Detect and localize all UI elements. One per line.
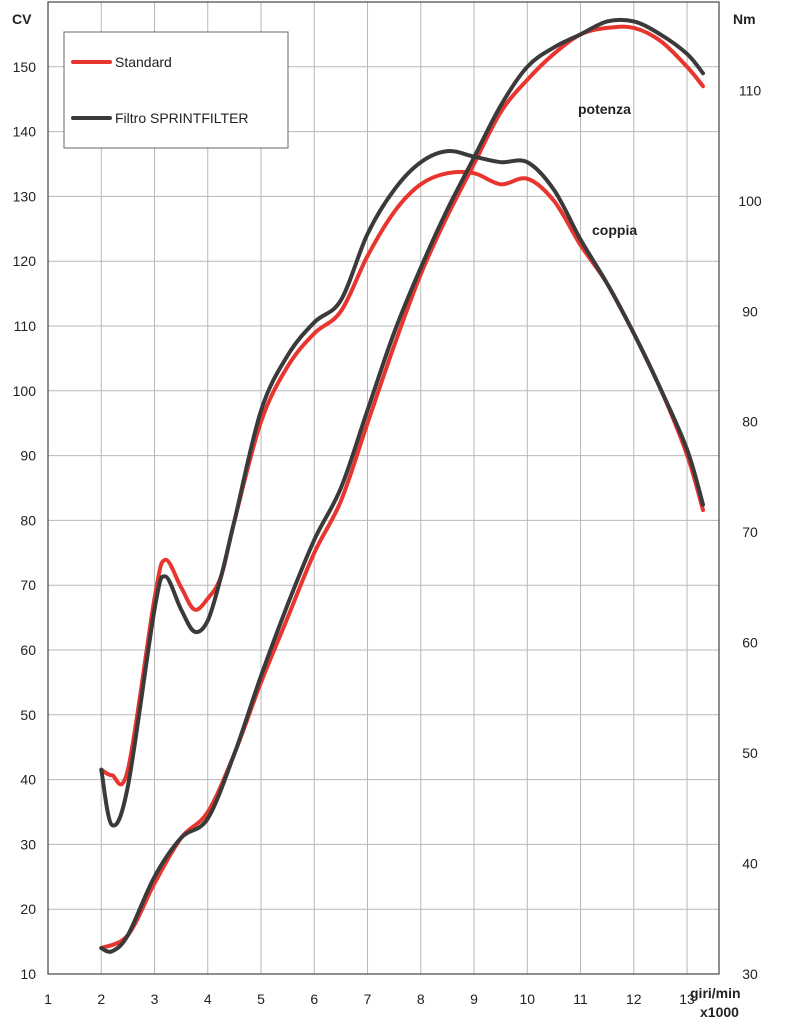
y-right-tick-label: 100	[738, 193, 762, 209]
y-right-axis-label: Nm	[733, 11, 756, 27]
x-axis-label-line2: x1000	[700, 1004, 739, 1020]
y-right-tick-label: 50	[742, 745, 758, 761]
y-left-tick-label: 70	[20, 577, 36, 593]
x-tick-label: 1	[44, 991, 52, 1007]
y-right-tick-label: 70	[742, 524, 758, 540]
y-left-tick-label: 100	[13, 383, 37, 399]
y-left-tick-label: 10	[20, 966, 36, 982]
y-right-tick-label: 60	[742, 635, 758, 651]
tick-labels: 1 2 3 4 5 6 7 8 9 10 11 12 1310203040506070809010011…	[13, 59, 762, 1007]
y-right-tick-label: 40	[742, 856, 758, 872]
x-tick-label: 8	[417, 991, 425, 1007]
x-tick-label: 10	[519, 991, 535, 1007]
x-tick-label: 13	[679, 991, 695, 1007]
series-line-standard-potenza	[99, 24, 705, 951]
x-tick-label: 3	[151, 991, 159, 1007]
y-left-axis-label: CV	[12, 11, 32, 27]
y-left-tick-label: 30	[20, 836, 36, 852]
x-axis-label-line1: giri/min	[690, 985, 741, 1001]
x-tick-label: 9	[470, 991, 478, 1007]
y-left-tick-label: 20	[20, 901, 36, 917]
plot-frame	[47, 1, 720, 975]
x-tick-label: 6	[310, 991, 318, 1007]
annotation-potenza: potenza	[578, 101, 631, 117]
y-left-tick-label: 80	[20, 512, 36, 528]
y-left-tick-label: 60	[20, 642, 36, 658]
x-tick-label: 4	[204, 991, 212, 1007]
series-line-sprintfilter-coppia	[99, 149, 705, 828]
annotation-coppia: coppia	[592, 222, 637, 238]
y-left-tick-label: 40	[20, 772, 36, 788]
x-tick-label: 11	[573, 991, 588, 1007]
y-right-tick-label: 80	[742, 414, 758, 430]
y-left-tick-label: 110	[14, 318, 37, 334]
legend-label-standard: Standard	[115, 54, 172, 70]
series-lines	[99, 17, 705, 954]
series-line-standard-coppia	[99, 169, 705, 787]
legend-label-sprintfilter: Filtro SPRINTFILTER	[115, 110, 249, 126]
legend-box	[63, 31, 289, 149]
x-tick-label: 12	[626, 991, 642, 1007]
x-tick-label: 2	[97, 991, 105, 1007]
legend: Standard Filtro SPRINTFILTER	[63, 31, 289, 149]
series-line-sprintfilter-potenza	[99, 17, 705, 954]
y-right-tick-label: 110	[739, 82, 762, 98]
y-right-tick-label: 30	[742, 966, 758, 982]
y-right-tick-label: 90	[742, 303, 758, 319]
y-left-tick-label: 120	[13, 253, 37, 269]
x-tick-label: 7	[364, 991, 372, 1007]
y-left-tick-label: 140	[13, 124, 37, 140]
y-left-tick-label: 130	[13, 188, 37, 204]
x-tick-label: 5	[257, 991, 265, 1007]
y-left-tick-label: 150	[13, 59, 37, 75]
y-left-tick-label: 90	[20, 448, 36, 464]
y-left-tick-label: 50	[20, 707, 36, 723]
